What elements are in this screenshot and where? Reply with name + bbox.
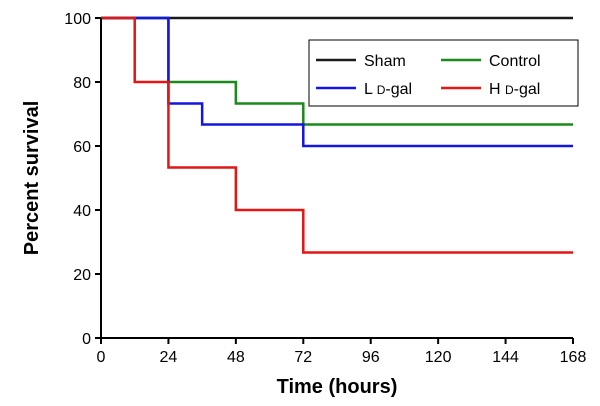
y-tick-label: 40	[73, 203, 91, 220]
series-line-h-d-gal	[101, 16, 573, 254]
y-tick-label: 80	[73, 75, 91, 92]
x-tick-label: 24	[160, 349, 178, 366]
y-tick-label: 20	[73, 267, 91, 284]
legend-box	[308, 39, 579, 107]
y-tick-label: 0	[82, 331, 91, 348]
legend-label-sham: Sham	[364, 53, 406, 70]
series-line-l-d-gal	[101, 16, 573, 148]
y-tick-label: 60	[73, 139, 91, 156]
legend: Sham Control L D-gal H D-gal	[308, 39, 579, 107]
ticks-layer: 0 24 48 72 96 120 144 168 0 20 40 60 80 100	[64, 11, 586, 366]
axes-layer	[100, 18, 573, 339]
x-axis-title: Time (hours)	[277, 376, 398, 398]
x-tick-label: 168	[560, 349, 587, 366]
x-tick-label: 120	[425, 349, 452, 366]
x-tick-label: 48	[227, 349, 245, 366]
legend-label-l-d-gal: L D-gal	[364, 81, 412, 98]
x-tick-label: 0	[97, 349, 106, 366]
x-tick-label: 144	[492, 349, 519, 366]
y-tick-label: 100	[64, 11, 91, 28]
y-axis-title: Percent survival	[21, 101, 43, 256]
series-layer	[101, 16, 573, 254]
x-tick-label: 96	[362, 349, 380, 366]
legend-label-control: Control	[489, 53, 541, 70]
x-tick-label: 72	[294, 349, 312, 366]
legend-label-h-d-gal: H D-gal	[489, 81, 540, 98]
